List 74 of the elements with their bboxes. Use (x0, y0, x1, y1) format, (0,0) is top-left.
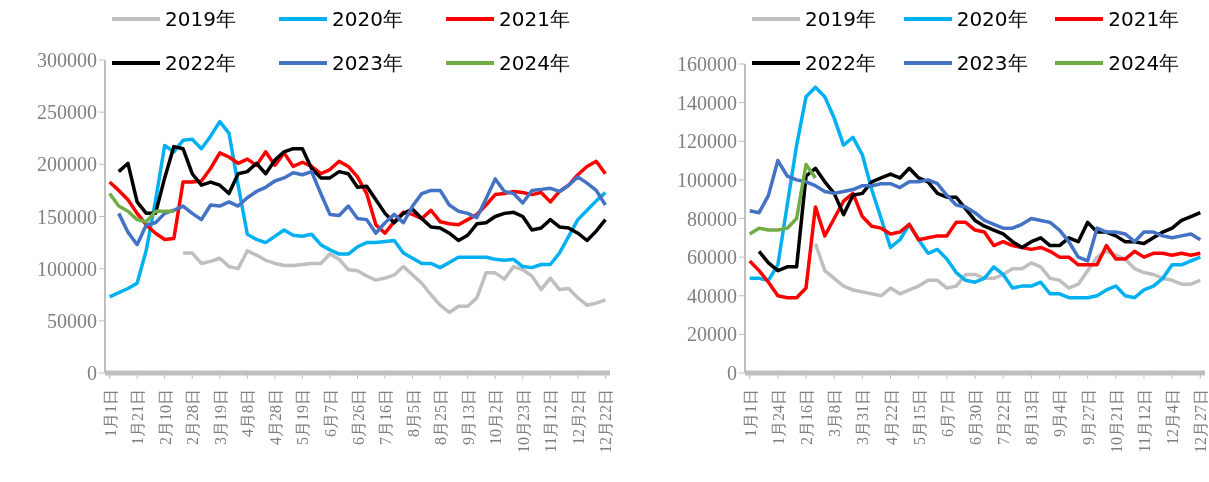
x-tick-label: 4月8日 (239, 389, 257, 437)
y-tick-label: 40000 (687, 284, 737, 307)
y-tick-label: 0 (727, 362, 737, 385)
x-tick-label: 4月22日 (882, 389, 900, 445)
y-tick-label: 300000 (37, 49, 97, 72)
y-tick-label: 250000 (37, 101, 97, 124)
legend-label: 2022年 (165, 49, 236, 77)
line-series (757, 166, 1203, 273)
y-tick-label: 100000 (37, 257, 97, 280)
x-tick-label: 6月7日 (938, 389, 956, 437)
y-tick-label: 50000 (47, 309, 97, 332)
x-tick-label: 9月4日 (1051, 389, 1069, 437)
line-series (747, 85, 1203, 300)
x-tick-label: 1月1日 (741, 389, 759, 437)
x-tick-label: 5月15日 (910, 389, 928, 445)
x-tick-label: 8月5日 (404, 389, 422, 437)
y-tick-label: 60000 (687, 246, 737, 269)
legend-label: 2023年 (956, 49, 1028, 77)
x-tick-label: 1月24日 (769, 389, 787, 445)
x-tick-label: 2月10日 (156, 389, 174, 445)
legend-label: 2023年 (332, 49, 403, 77)
y-tick-label: 160000 (677, 53, 737, 76)
x-tick-label: 7月16日 (377, 389, 395, 445)
x-tick-label: 6月30日 (967, 389, 984, 445)
line-series (747, 158, 1203, 263)
y-tick-label: 20000 (687, 323, 737, 346)
x-tick-label: 11月12日 (1135, 389, 1153, 453)
y-tick-label: 100000 (677, 168, 737, 191)
x-tick-label: 10月2日 (487, 389, 505, 445)
legend-label: 2019年 (165, 5, 236, 33)
legend-label: 2021年 (499, 5, 570, 33)
x-tick-label: 10月23日 (514, 389, 532, 453)
legend-label: 2019年 (805, 5, 876, 33)
x-tick-label: 1月1日 (101, 389, 119, 437)
x-tick-label: 5月19日 (294, 389, 312, 445)
y-tick-label: 0 (87, 362, 97, 385)
x-tick-label: 9月13日 (459, 389, 477, 445)
line-series (813, 241, 1203, 298)
line-series (747, 191, 1203, 300)
x-tick-label: 9月27日 (1079, 389, 1097, 445)
x-tick-label: 3月19日 (211, 389, 229, 445)
line-series (747, 162, 818, 236)
legend-label: 2021年 (1108, 5, 1180, 33)
line-series (181, 249, 608, 315)
legend-label: 2022年 (805, 49, 876, 77)
x-tick-label: 3月31日 (854, 389, 872, 445)
x-tick-label: 12月2日 (569, 389, 587, 445)
x-tick-label: 12月27日 (1192, 389, 1209, 453)
x-tick-label: 1月21日 (129, 389, 147, 445)
y-tick-label: 200000 (37, 153, 97, 176)
legend-label: 2024年 (499, 49, 570, 77)
x-tick-label: 7月22日 (995, 389, 1013, 445)
x-tick-label: 3月8日 (826, 389, 844, 437)
x-tick-label: 8月25日 (432, 389, 450, 445)
y-tick-label: 150000 (37, 205, 97, 228)
x-tick-label: 2月16日 (798, 389, 816, 445)
x-tick-label: 4月28日 (266, 389, 284, 445)
line-series (107, 119, 608, 299)
x-tick-label: 12月4日 (1164, 389, 1182, 445)
y-tick-label: 140000 (677, 91, 737, 114)
legend-label: 2020年 (332, 5, 403, 33)
x-tick-label: 6月26日 (349, 389, 367, 445)
legend-label: 2020年 (956, 5, 1028, 33)
line-series (117, 169, 608, 247)
x-tick-label: 6月7日 (321, 389, 339, 437)
x-tick-label: 12月22日 (597, 389, 615, 453)
x-tick-label: 8月13日 (1023, 389, 1041, 445)
legend-label: 2024年 (1108, 49, 1180, 77)
x-tick-label: 2月28日 (184, 389, 202, 445)
y-tick-label: 120000 (677, 130, 737, 153)
x-tick-label: 10月21日 (1107, 389, 1125, 453)
x-tick-label: 11月12日 (542, 389, 560, 453)
y-tick-label: 80000 (687, 207, 737, 230)
line-series (107, 191, 176, 224)
